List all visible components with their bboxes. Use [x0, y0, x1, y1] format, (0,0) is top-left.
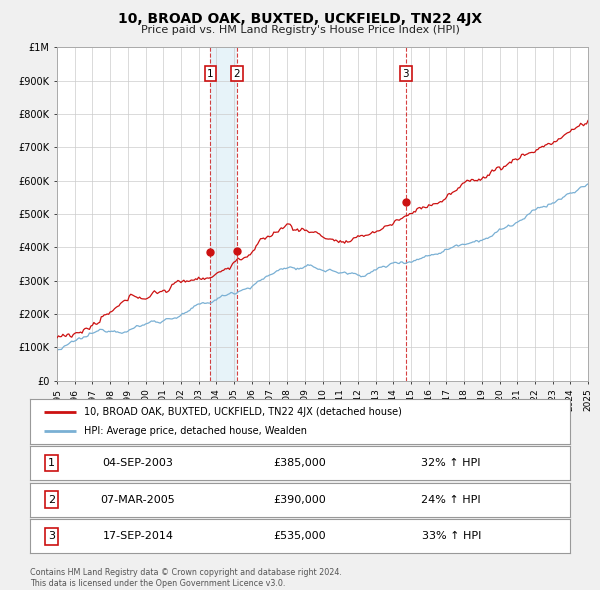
- Text: 07-MAR-2005: 07-MAR-2005: [101, 495, 175, 504]
- Text: £535,000: £535,000: [274, 532, 326, 541]
- Text: 24% ↑ HPI: 24% ↑ HPI: [421, 495, 481, 504]
- Text: 1: 1: [48, 458, 55, 468]
- Text: Contains HM Land Registry data © Crown copyright and database right 2024.
This d: Contains HM Land Registry data © Crown c…: [30, 568, 342, 588]
- Text: 2: 2: [48, 495, 55, 504]
- Text: £385,000: £385,000: [274, 458, 326, 468]
- Text: 10, BROAD OAK, BUXTED, UCKFIELD, TN22 4JX (detached house): 10, BROAD OAK, BUXTED, UCKFIELD, TN22 4J…: [84, 407, 402, 417]
- Text: 17-SEP-2014: 17-SEP-2014: [103, 532, 173, 541]
- Text: 04-SEP-2003: 04-SEP-2003: [103, 458, 173, 468]
- Text: 33% ↑ HPI: 33% ↑ HPI: [422, 532, 481, 541]
- Text: 2: 2: [233, 69, 241, 79]
- Text: 3: 3: [403, 69, 409, 79]
- Text: 32% ↑ HPI: 32% ↑ HPI: [421, 458, 481, 468]
- Text: £390,000: £390,000: [274, 495, 326, 504]
- Text: HPI: Average price, detached house, Wealden: HPI: Average price, detached house, Weal…: [84, 427, 307, 436]
- Text: 1: 1: [207, 69, 214, 79]
- Bar: [211, 47, 237, 381]
- Text: 10, BROAD OAK, BUXTED, UCKFIELD, TN22 4JX: 10, BROAD OAK, BUXTED, UCKFIELD, TN22 4J…: [118, 12, 482, 26]
- Text: 3: 3: [48, 532, 55, 541]
- Text: Price paid vs. HM Land Registry's House Price Index (HPI): Price paid vs. HM Land Registry's House …: [140, 25, 460, 35]
